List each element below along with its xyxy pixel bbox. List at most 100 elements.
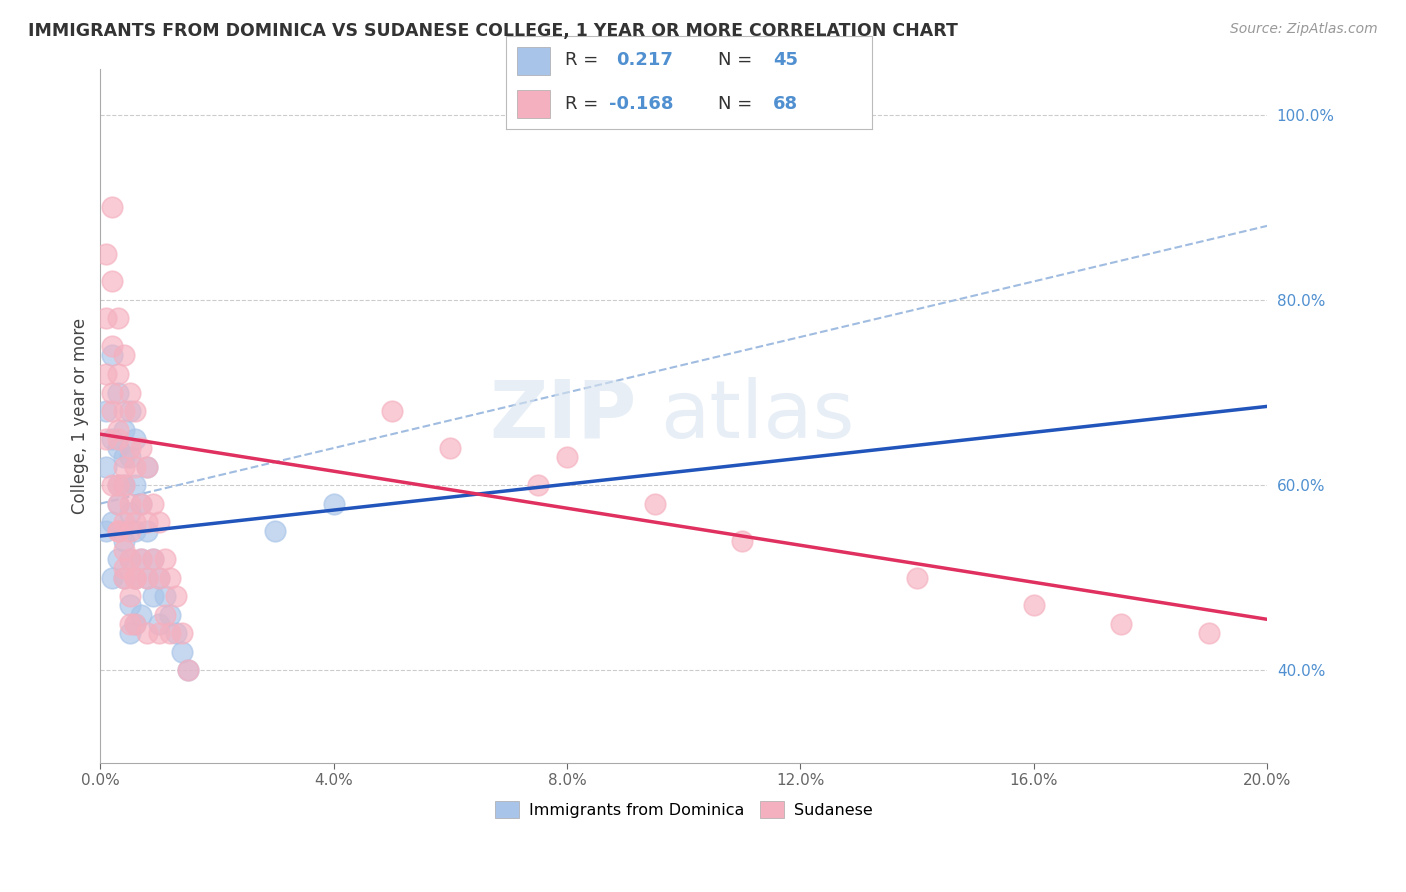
Point bbox=[159, 607, 181, 622]
Point bbox=[118, 552, 141, 566]
Point bbox=[118, 552, 141, 566]
Point bbox=[124, 459, 146, 474]
Y-axis label: College, 1 year or more: College, 1 year or more bbox=[72, 318, 89, 514]
Point bbox=[112, 450, 135, 465]
Point bbox=[96, 311, 118, 326]
Point bbox=[177, 663, 200, 677]
Point bbox=[124, 524, 146, 539]
Text: N =: N = bbox=[718, 95, 758, 112]
Point bbox=[118, 441, 141, 455]
Point bbox=[124, 404, 146, 418]
Point bbox=[107, 552, 129, 566]
Point bbox=[112, 515, 135, 529]
Point bbox=[153, 552, 176, 566]
Point bbox=[101, 385, 124, 400]
Point bbox=[1109, 616, 1132, 631]
Point bbox=[118, 404, 141, 418]
Point bbox=[101, 349, 124, 363]
Point bbox=[165, 589, 187, 603]
Point bbox=[96, 459, 118, 474]
Point bbox=[129, 497, 152, 511]
Point bbox=[129, 552, 152, 566]
Point bbox=[439, 441, 461, 455]
Point bbox=[107, 423, 129, 437]
Point bbox=[107, 478, 129, 492]
Point bbox=[112, 571, 135, 585]
Point bbox=[112, 571, 135, 585]
Point bbox=[142, 552, 165, 566]
Point bbox=[118, 626, 141, 640]
Point bbox=[170, 645, 193, 659]
Point bbox=[148, 626, 170, 640]
Text: ZIP: ZIP bbox=[489, 376, 637, 455]
Point bbox=[118, 524, 141, 539]
Point bbox=[124, 432, 146, 446]
Point bbox=[118, 599, 141, 613]
Text: 45: 45 bbox=[773, 52, 799, 70]
Point bbox=[159, 571, 181, 585]
Point bbox=[555, 450, 578, 465]
Point bbox=[165, 626, 187, 640]
Point bbox=[107, 432, 129, 446]
Point bbox=[101, 404, 124, 418]
Point bbox=[112, 423, 135, 437]
Point bbox=[129, 552, 152, 566]
Point bbox=[644, 497, 666, 511]
Point bbox=[148, 515, 170, 529]
Text: N =: N = bbox=[718, 52, 758, 70]
Point bbox=[124, 515, 146, 529]
Point bbox=[148, 616, 170, 631]
Point bbox=[136, 459, 159, 474]
Point bbox=[129, 441, 152, 455]
Point bbox=[107, 311, 129, 326]
Point bbox=[153, 607, 176, 622]
Point bbox=[136, 459, 159, 474]
Point bbox=[118, 450, 141, 465]
Point bbox=[96, 404, 118, 418]
Point bbox=[96, 367, 118, 381]
Point bbox=[136, 524, 159, 539]
Point bbox=[124, 616, 146, 631]
Point bbox=[101, 515, 124, 529]
Point bbox=[112, 349, 135, 363]
Point bbox=[124, 571, 146, 585]
Text: 68: 68 bbox=[773, 95, 799, 112]
Point bbox=[142, 589, 165, 603]
Point bbox=[107, 497, 129, 511]
Point bbox=[159, 626, 181, 640]
Text: R =: R = bbox=[565, 52, 609, 70]
Point bbox=[142, 552, 165, 566]
Text: Source: ZipAtlas.com: Source: ZipAtlas.com bbox=[1230, 22, 1378, 37]
Point bbox=[1198, 626, 1220, 640]
Point bbox=[129, 497, 152, 511]
Point bbox=[527, 478, 550, 492]
Point bbox=[381, 404, 404, 418]
Text: 0.217: 0.217 bbox=[616, 52, 672, 70]
Point bbox=[112, 404, 135, 418]
Point bbox=[136, 571, 159, 585]
Point bbox=[136, 626, 159, 640]
Point bbox=[142, 497, 165, 511]
Point bbox=[112, 542, 135, 557]
Point bbox=[107, 478, 129, 492]
Point bbox=[136, 571, 159, 585]
Point bbox=[112, 533, 135, 548]
Point bbox=[112, 459, 135, 474]
Point bbox=[731, 533, 754, 548]
Point bbox=[129, 607, 152, 622]
Text: -0.168: -0.168 bbox=[609, 95, 673, 112]
Point bbox=[101, 432, 124, 446]
Point bbox=[118, 506, 141, 520]
Point bbox=[124, 571, 146, 585]
Point bbox=[124, 478, 146, 492]
Point bbox=[148, 571, 170, 585]
Point bbox=[153, 589, 176, 603]
Point bbox=[118, 589, 141, 603]
Point bbox=[96, 524, 118, 539]
Point bbox=[101, 478, 124, 492]
Point bbox=[101, 275, 124, 289]
Point bbox=[124, 571, 146, 585]
Point bbox=[107, 524, 129, 539]
Point bbox=[101, 200, 124, 214]
Point bbox=[107, 441, 129, 455]
